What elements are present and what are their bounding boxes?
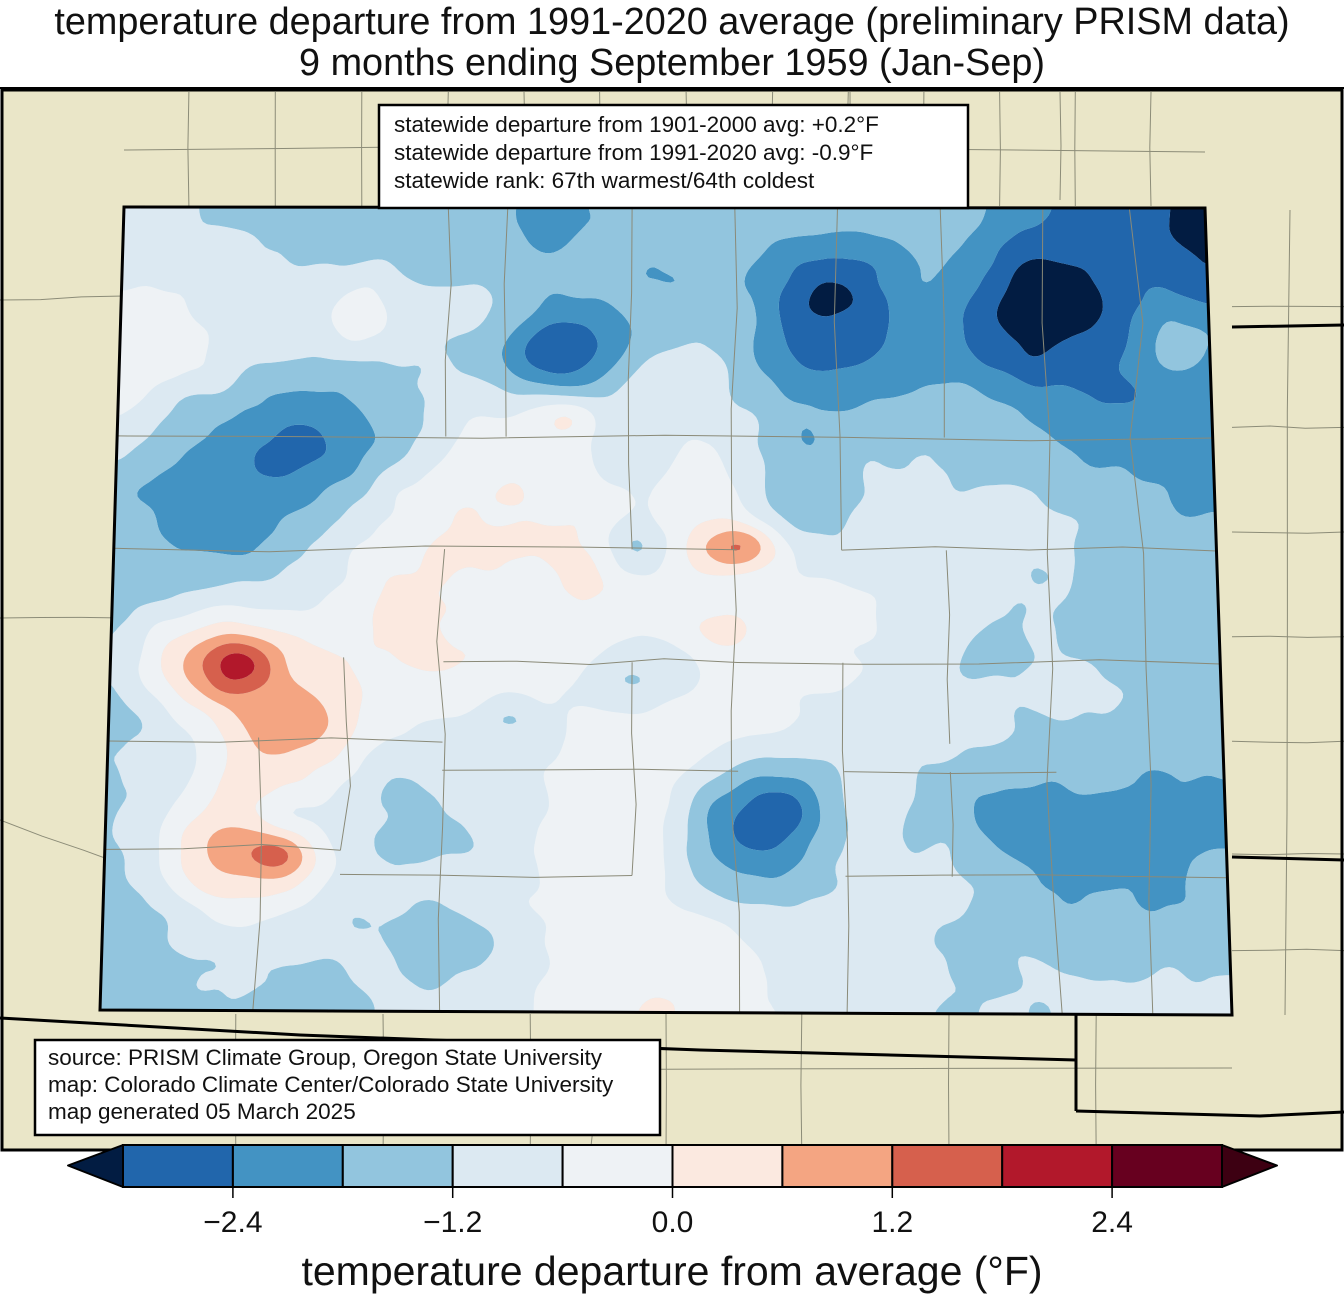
svg-text:temperature departure from ave: temperature departure from average (°F) <box>301 1248 1042 1294</box>
svg-text:source: PRISM Climate Group, O: source: PRISM Climate Group, Oregon Stat… <box>48 1045 603 1070</box>
svg-text:map generated 05 March 2025: map generated 05 March 2025 <box>48 1099 356 1124</box>
svg-text:1.2: 1.2 <box>871 1206 913 1239</box>
svg-text:statewide departure from 1991-: statewide departure from 1991-2020 avg: … <box>394 140 873 165</box>
svg-text:2.4: 2.4 <box>1091 1206 1133 1239</box>
svg-text:statewide departure from 1901-: statewide departure from 1901-2000 avg: … <box>394 112 879 137</box>
svg-text:0.0: 0.0 <box>652 1206 694 1239</box>
svg-text:−2.4: −2.4 <box>203 1206 262 1239</box>
svg-text:map: Colorado Climate Center/C: map: Colorado Climate Center/Colorado St… <box>48 1072 614 1097</box>
svg-text:statewide rank: 67th warmest/6: statewide rank: 67th warmest/64th coldes… <box>394 168 815 193</box>
svg-text:−1.2: −1.2 <box>423 1206 482 1239</box>
